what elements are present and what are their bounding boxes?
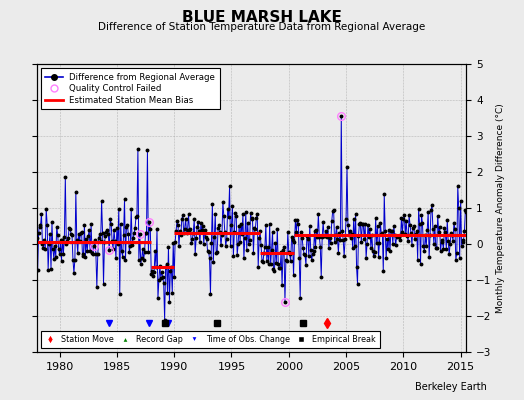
Legend: Station Move, Record Gap, Time of Obs. Change, Empirical Break: Station Move, Record Gap, Time of Obs. C… bbox=[41, 331, 380, 348]
Y-axis label: Monthly Temperature Anomaly Difference (°C): Monthly Temperature Anomaly Difference (… bbox=[496, 103, 505, 313]
Text: BLUE MARSH LAKE: BLUE MARSH LAKE bbox=[182, 10, 342, 25]
Text: Difference of Station Temperature Data from Regional Average: Difference of Station Temperature Data f… bbox=[99, 22, 425, 32]
Text: Berkeley Earth: Berkeley Earth bbox=[416, 382, 487, 392]
